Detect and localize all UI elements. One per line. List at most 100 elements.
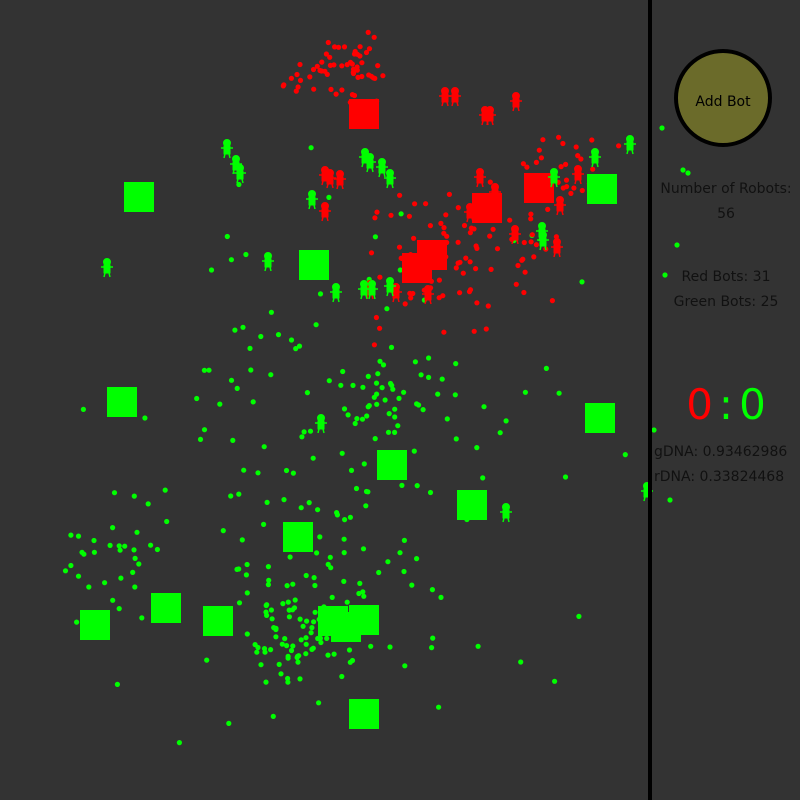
green-food-dot <box>576 613 582 620</box>
green-food-dot <box>236 181 242 188</box>
green-food-dot <box>409 582 415 588</box>
red-robot <box>449 87 461 107</box>
green-food-dot <box>326 194 332 200</box>
red-food-dot <box>311 86 317 92</box>
green-food-dot <box>311 619 317 625</box>
robot-count-value: 56 <box>717 206 735 222</box>
green-spawner-square <box>107 387 137 417</box>
green-food-dot <box>217 401 223 407</box>
green-spawner-square <box>124 182 154 212</box>
red-spawner-square <box>524 173 554 203</box>
red-food-dot <box>366 46 373 52</box>
green-food-dot <box>117 547 123 553</box>
green-spawner-square <box>349 699 379 729</box>
green-food-dot <box>236 491 242 497</box>
green-food-dot <box>234 385 240 391</box>
red-food-dot <box>350 70 357 77</box>
red-food-dot <box>363 49 370 56</box>
green-food-dot <box>296 343 303 349</box>
green-food-dot <box>480 475 486 481</box>
green-food-dot <box>334 512 340 518</box>
green-food-dot <box>285 655 291 661</box>
red-food-dot <box>571 185 577 191</box>
red-food-dot <box>371 34 377 40</box>
green-food-dot <box>288 647 295 654</box>
green-robot <box>315 414 327 434</box>
green-food-dot <box>329 594 335 601</box>
red-food-dot <box>483 326 489 332</box>
green-food-dot <box>287 554 293 560</box>
green-food-dot <box>255 644 261 651</box>
green-robot <box>548 168 560 188</box>
red-food-dot <box>521 239 527 246</box>
green-food-dot <box>552 678 558 684</box>
red-food-dot <box>441 225 447 231</box>
green-food-dot <box>429 587 435 593</box>
red-food-dot <box>357 44 363 50</box>
green-food-dot <box>349 657 356 664</box>
red-food-dot <box>293 88 299 94</box>
green-food-dot <box>291 605 298 611</box>
red-food-dot <box>441 230 447 236</box>
green-food-dot <box>91 537 97 544</box>
green-food-dot <box>304 390 310 396</box>
green-food-dot <box>283 467 290 474</box>
red-food-dot <box>408 295 414 301</box>
green-food-dot <box>388 344 395 350</box>
green-food-dot <box>111 490 118 496</box>
green-food-dot <box>75 573 82 579</box>
red-food-dot <box>533 159 540 165</box>
red-food-dot <box>406 213 412 219</box>
green-food-dot <box>309 646 315 653</box>
green-food-dot <box>276 661 282 668</box>
red-robot <box>510 92 522 112</box>
green-food-dot <box>292 597 298 603</box>
green-food-dot <box>311 575 317 581</box>
green-food-dot <box>376 569 382 576</box>
red-robot <box>324 169 336 189</box>
green-food-dot <box>122 543 128 549</box>
red-food-dot <box>427 223 433 229</box>
green-food-dot <box>392 414 398 420</box>
red-food-dot <box>589 137 595 143</box>
green-food-dot <box>145 501 151 507</box>
green-food-dot <box>62 568 69 574</box>
green-food-dot <box>375 371 381 377</box>
green-food-dot <box>290 643 296 649</box>
add-bot-button[interactable]: Add Bot <box>674 49 772 147</box>
green-food-dot <box>360 589 366 595</box>
green-food-dot <box>414 401 420 407</box>
red-food-dot <box>590 166 596 172</box>
green-food-dot <box>314 550 320 556</box>
green-food-dot <box>386 411 392 417</box>
green-food-dot <box>414 556 420 562</box>
green-food-dot <box>241 467 247 473</box>
green-food-dot <box>154 546 160 553</box>
red-food-dot <box>317 67 323 74</box>
green-food-dot <box>247 345 253 351</box>
red-robot <box>474 168 486 188</box>
green-food-dot <box>263 679 269 685</box>
green-spawner-square <box>377 450 407 480</box>
red-food-dot <box>460 270 466 276</box>
green-food-dot <box>412 359 418 365</box>
green-food-dot <box>667 497 673 503</box>
green-robot <box>537 231 549 251</box>
green-food-dot <box>268 647 274 653</box>
green-spawner-square <box>585 403 615 433</box>
red-food-dot <box>411 235 417 241</box>
red-bots-count: Red Bots: 31 <box>681 269 771 285</box>
red-food-dot <box>453 265 459 271</box>
green-food-dot <box>346 647 353 653</box>
green-food-dot <box>344 599 350 605</box>
red-food-dot <box>438 220 444 226</box>
green-food-dot <box>453 361 459 367</box>
robot-count-label: Number of Robots: <box>660 181 792 197</box>
green-food-dot <box>228 493 234 499</box>
green-food-dot <box>285 599 291 605</box>
green-food-dot <box>298 505 304 511</box>
red-food-dot <box>455 205 461 211</box>
green-food-dot <box>361 593 367 599</box>
red-food-dot <box>485 303 491 309</box>
